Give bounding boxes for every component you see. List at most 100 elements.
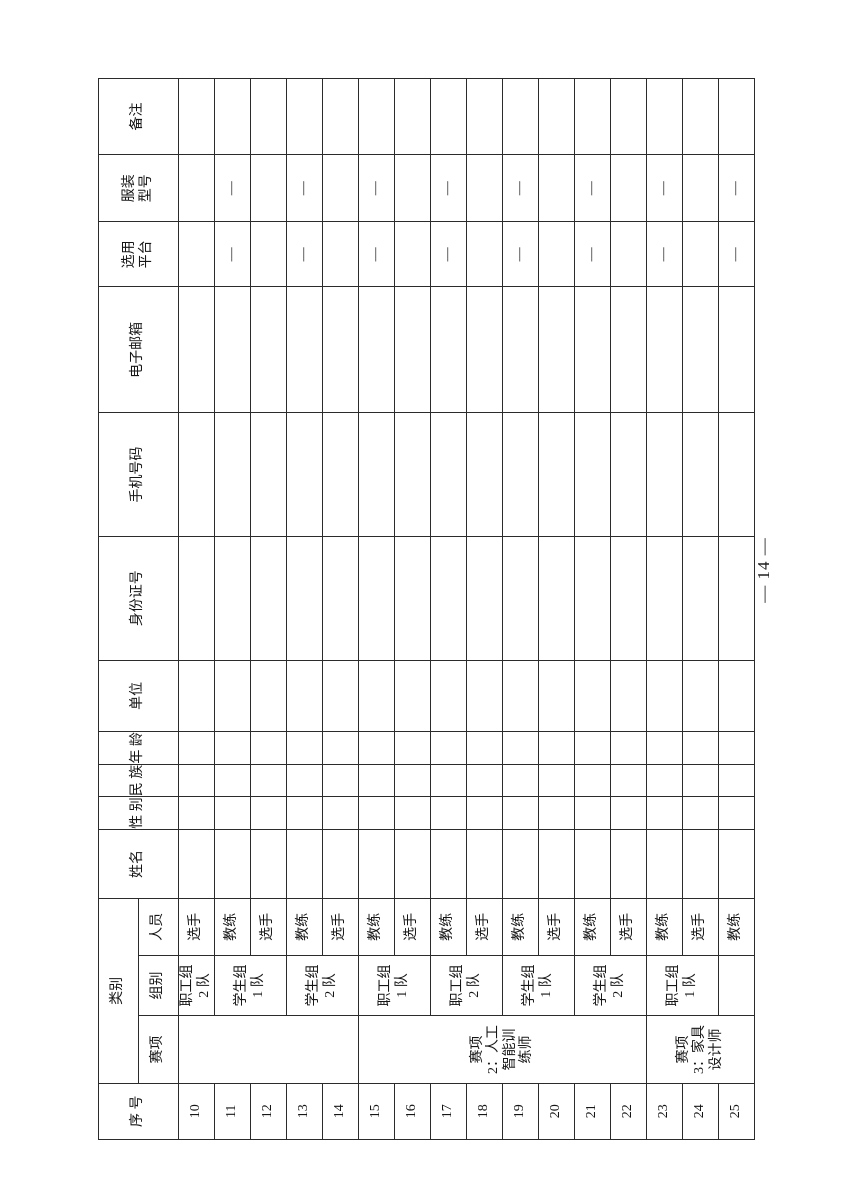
cell-ethnicity[interactable] [610,764,647,797]
cell-seq[interactable]: 17 [430,1083,467,1140]
cell-seq[interactable]: 23 [646,1083,683,1140]
cell-platform[interactable] [538,221,575,287]
cell-role[interactable]: 教练 [430,898,467,956]
cell-ethnicity[interactable] [502,764,539,797]
cell-name[interactable] [322,829,359,899]
cell-role[interactable]: 教练 [574,898,611,956]
cell-sex[interactable] [394,796,431,830]
cell-remark[interactable] [394,78,431,155]
cell-age[interactable] [574,731,611,765]
cell-unit[interactable] [610,660,647,732]
cell-name[interactable] [430,829,467,899]
cell-name[interactable] [250,829,287,899]
cell-id-number[interactable] [358,536,395,661]
cell-unit[interactable] [502,660,539,732]
cell-seq[interactable]: 13 [286,1083,323,1140]
cell-age[interactable] [682,731,719,765]
cell-event[interactable]: 赛项 3：家具 设计师 [646,1015,755,1084]
cell-clothing-size[interactable] [178,154,215,222]
cell-email[interactable] [466,286,503,413]
cell-unit[interactable] [178,660,215,732]
cell-role[interactable]: 教练 [214,898,251,956]
cell-phone[interactable] [322,412,359,537]
cell-age[interactable] [286,731,323,765]
cell-phone[interactable] [466,412,503,537]
cell-phone[interactable] [250,412,287,537]
cell-id-number[interactable] [610,536,647,661]
cell-ethnicity[interactable] [178,764,215,797]
cell-role[interactable]: 选手 [178,898,215,956]
cell-ethnicity[interactable] [646,764,683,797]
cell-ethnicity[interactable] [358,764,395,797]
cell-email[interactable] [430,286,467,413]
cell-phone[interactable] [538,412,575,537]
cell-role[interactable]: 选手 [394,898,431,956]
cell-name[interactable] [502,829,539,899]
cell-group[interactable]: 学生组 1 队 [214,955,287,1016]
cell-seq[interactable]: 20 [538,1083,575,1140]
cell-seq[interactable]: 10 [178,1083,215,1140]
cell-clothing-size[interactable]: — [286,154,323,222]
cell-id-number[interactable] [178,536,215,661]
cell-seq[interactable]: 12 [250,1083,287,1140]
cell-id-number[interactable] [646,536,683,661]
cell-role[interactable]: 教练 [286,898,323,956]
cell-id-number[interactable] [466,536,503,661]
cell-id-number[interactable] [430,536,467,661]
cell-platform[interactable]: — [214,221,251,287]
cell-phone[interactable] [682,412,719,537]
cell-sex[interactable] [538,796,575,830]
cell-seq[interactable]: 21 [574,1083,611,1140]
cell-sex[interactable] [502,796,539,830]
cell-role[interactable]: 教练 [646,898,683,956]
cell-ethnicity[interactable] [322,764,359,797]
cell-phone[interactable] [718,412,755,537]
cell-remark[interactable] [466,78,503,155]
cell-age[interactable] [358,731,395,765]
cell-group[interactable]: 学生组 2 队 [286,955,359,1016]
cell-remark[interactable] [322,78,359,155]
cell-role[interactable]: 选手 [682,898,719,956]
cell-id-number[interactable] [286,536,323,661]
cell-platform[interactable] [394,221,431,287]
cell-age[interactable] [250,731,287,765]
cell-remark[interactable] [718,78,755,155]
cell-unit[interactable] [286,660,323,732]
cell-remark[interactable] [502,78,539,155]
cell-role[interactable]: 教练 [718,898,755,956]
cell-clothing-size[interactable]: — [358,154,395,222]
cell-clothing-size[interactable]: — [574,154,611,222]
cell-sex[interactable] [214,796,251,830]
cell-phone[interactable] [286,412,323,537]
cell-email[interactable] [502,286,539,413]
cell-sex[interactable] [250,796,287,830]
cell-unit[interactable] [574,660,611,732]
cell-name[interactable] [394,829,431,899]
cell-age[interactable] [214,731,251,765]
cell-id-number[interactable] [250,536,287,661]
cell-ethnicity[interactable] [286,764,323,797]
cell-platform[interactable] [610,221,647,287]
cell-clothing-size[interactable]: — [646,154,683,222]
cell-unit[interactable] [322,660,359,732]
cell-name[interactable] [538,829,575,899]
cell-role[interactable]: 选手 [466,898,503,956]
cell-email[interactable] [538,286,575,413]
cell-role[interactable]: 选手 [322,898,359,956]
cell-unit[interactable] [466,660,503,732]
cell-phone[interactable] [430,412,467,537]
cell-seq[interactable]: 11 [214,1083,251,1140]
cell-seq[interactable]: 15 [358,1083,395,1140]
cell-email[interactable] [322,286,359,413]
cell-unit[interactable] [430,660,467,732]
cell-ethnicity[interactable] [466,764,503,797]
cell-role[interactable]: 选手 [250,898,287,956]
cell-group[interactable]: 职工组 2 队 [430,955,503,1016]
cell-age[interactable] [178,731,215,765]
cell-clothing-size[interactable]: — [718,154,755,222]
cell-ethnicity[interactable] [718,764,755,797]
cell-remark[interactable] [646,78,683,155]
cell-age[interactable] [502,731,539,765]
cell-platform[interactable]: — [430,221,467,287]
cell-platform[interactable] [466,221,503,287]
